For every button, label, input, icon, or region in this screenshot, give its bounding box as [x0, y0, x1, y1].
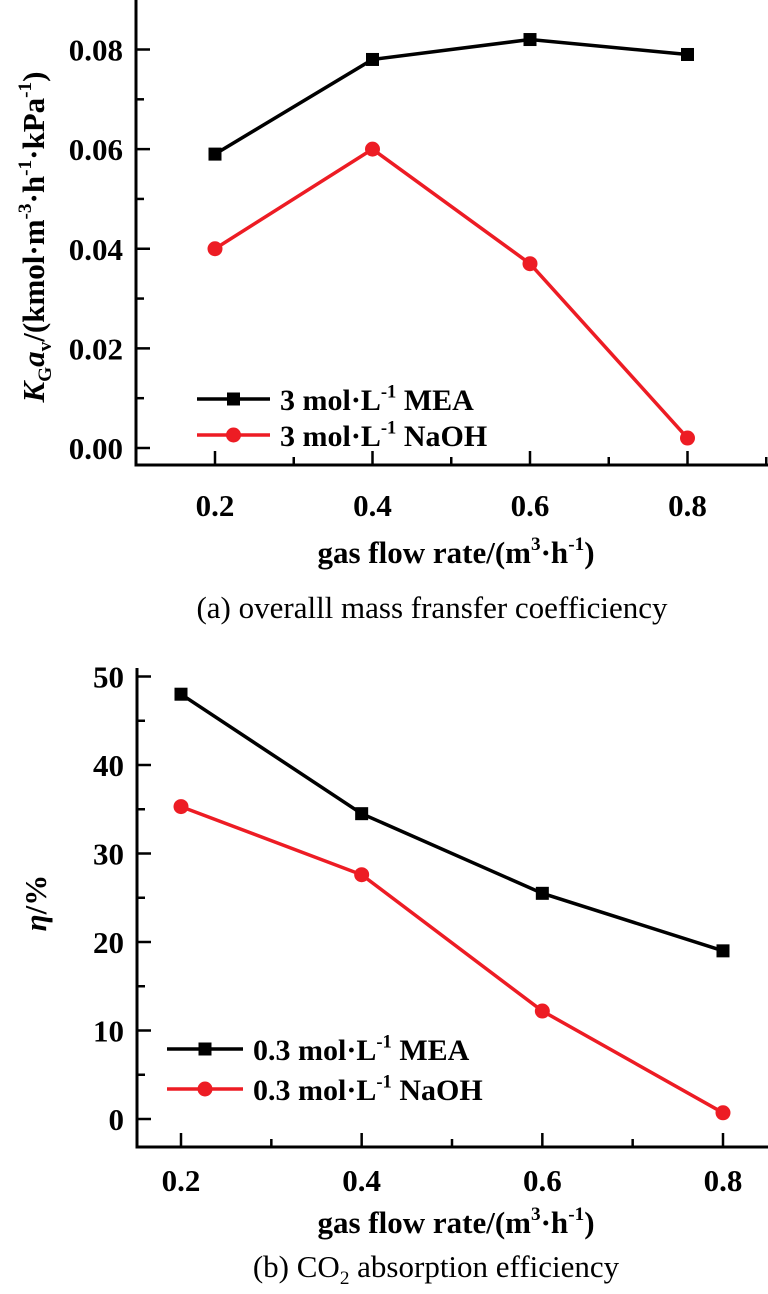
y-tick-label: 0.00	[69, 431, 123, 466]
x-tick-label: 0.4	[353, 488, 392, 523]
data-point-mea	[535, 886, 549, 900]
axes-b	[135, 668, 768, 1149]
x-tick-label: 0.2	[162, 1163, 201, 1198]
data-point-mea	[208, 147, 222, 161]
chart-caption-b: (b) CO2 absorption efficiency	[253, 1249, 620, 1289]
x-axis-title: gas flow rate/(m3·h-1)	[317, 534, 594, 570]
data-point-naoh	[207, 241, 223, 257]
chart-caption-a: (a) overalll mass fransfer coefficiency	[196, 590, 668, 625]
series-line-naoh	[180, 804, 724, 1115]
legend-marker	[226, 427, 241, 443]
series-line-naoh	[214, 147, 689, 440]
y-tick-label: 0.08	[69, 33, 123, 68]
x-tick-label: 0.6	[511, 488, 550, 523]
data-point-naoh	[354, 867, 370, 883]
y-tick-label: 0	[109, 1102, 125, 1137]
x-axis-title: gas flow rate/(m3·h-1)	[317, 1204, 594, 1240]
data-point-naoh	[534, 1003, 550, 1019]
y-tick-label: 10	[93, 1014, 124, 1049]
y-tick-label: 50	[93, 660, 124, 695]
x-tick-label: 0.8	[668, 488, 707, 523]
legend-marker	[198, 1042, 212, 1056]
legend-label: 3 mol·L-1 MEA	[280, 381, 474, 417]
series-line-mea	[180, 692, 724, 953]
y-tick-label: 0.04	[69, 232, 123, 267]
series-line-mea	[214, 37, 688, 156]
y-tick-label: 0.06	[69, 132, 123, 167]
data-point-naoh	[715, 1105, 731, 1121]
y-tick-label: 20	[93, 925, 124, 960]
y-axis-title: KGav/(kmol·m-3·h-1·kPa-1)	[15, 72, 56, 404]
data-point-mea	[366, 52, 379, 66]
y-tick-label: 40	[93, 748, 124, 783]
data-point-mea	[716, 944, 730, 958]
data-point-naoh	[522, 256, 538, 272]
data-point-mea	[355, 807, 369, 821]
x-tick-label: 0.4	[342, 1163, 381, 1198]
axes-a	[134, 0, 768, 467]
y-tick-label: 0.02	[69, 331, 123, 366]
legend-label: 3 mol·L-1 NaOH	[280, 417, 487, 453]
x-tick-label: 0.8	[704, 1163, 743, 1198]
legend-label: 0.3 mol·L-1 MEA	[253, 1031, 470, 1067]
legend-label: 0.3 mol·L-1 NaOH	[253, 1071, 483, 1107]
chart-a: 0.2 0.4 0.6 0.8 0.00 0.02 0.04 0.06 0.08 3 mol·L-…	[15, 0, 768, 625]
data-point-mea	[681, 47, 694, 61]
legend-marker	[197, 1081, 213, 1097]
data-point-mea	[174, 687, 188, 701]
data-point-naoh	[365, 141, 380, 157]
x-tick-label: 0.2	[196, 488, 235, 523]
x-tick-label: 0.6	[523, 1163, 562, 1198]
y-axis-title: η/%	[18, 875, 53, 932]
data-point-mea	[523, 33, 537, 47]
chart-b: 0.2 0.4 0.6 0.8 0 10 20 30 40 50 0.3 mol·L-1 MEA 0.…	[18, 660, 768, 1289]
data-point-naoh	[173, 799, 189, 815]
data-point-naoh	[680, 430, 695, 446]
legend-marker	[227, 392, 240, 406]
y-tick-label: 30	[93, 837, 124, 872]
